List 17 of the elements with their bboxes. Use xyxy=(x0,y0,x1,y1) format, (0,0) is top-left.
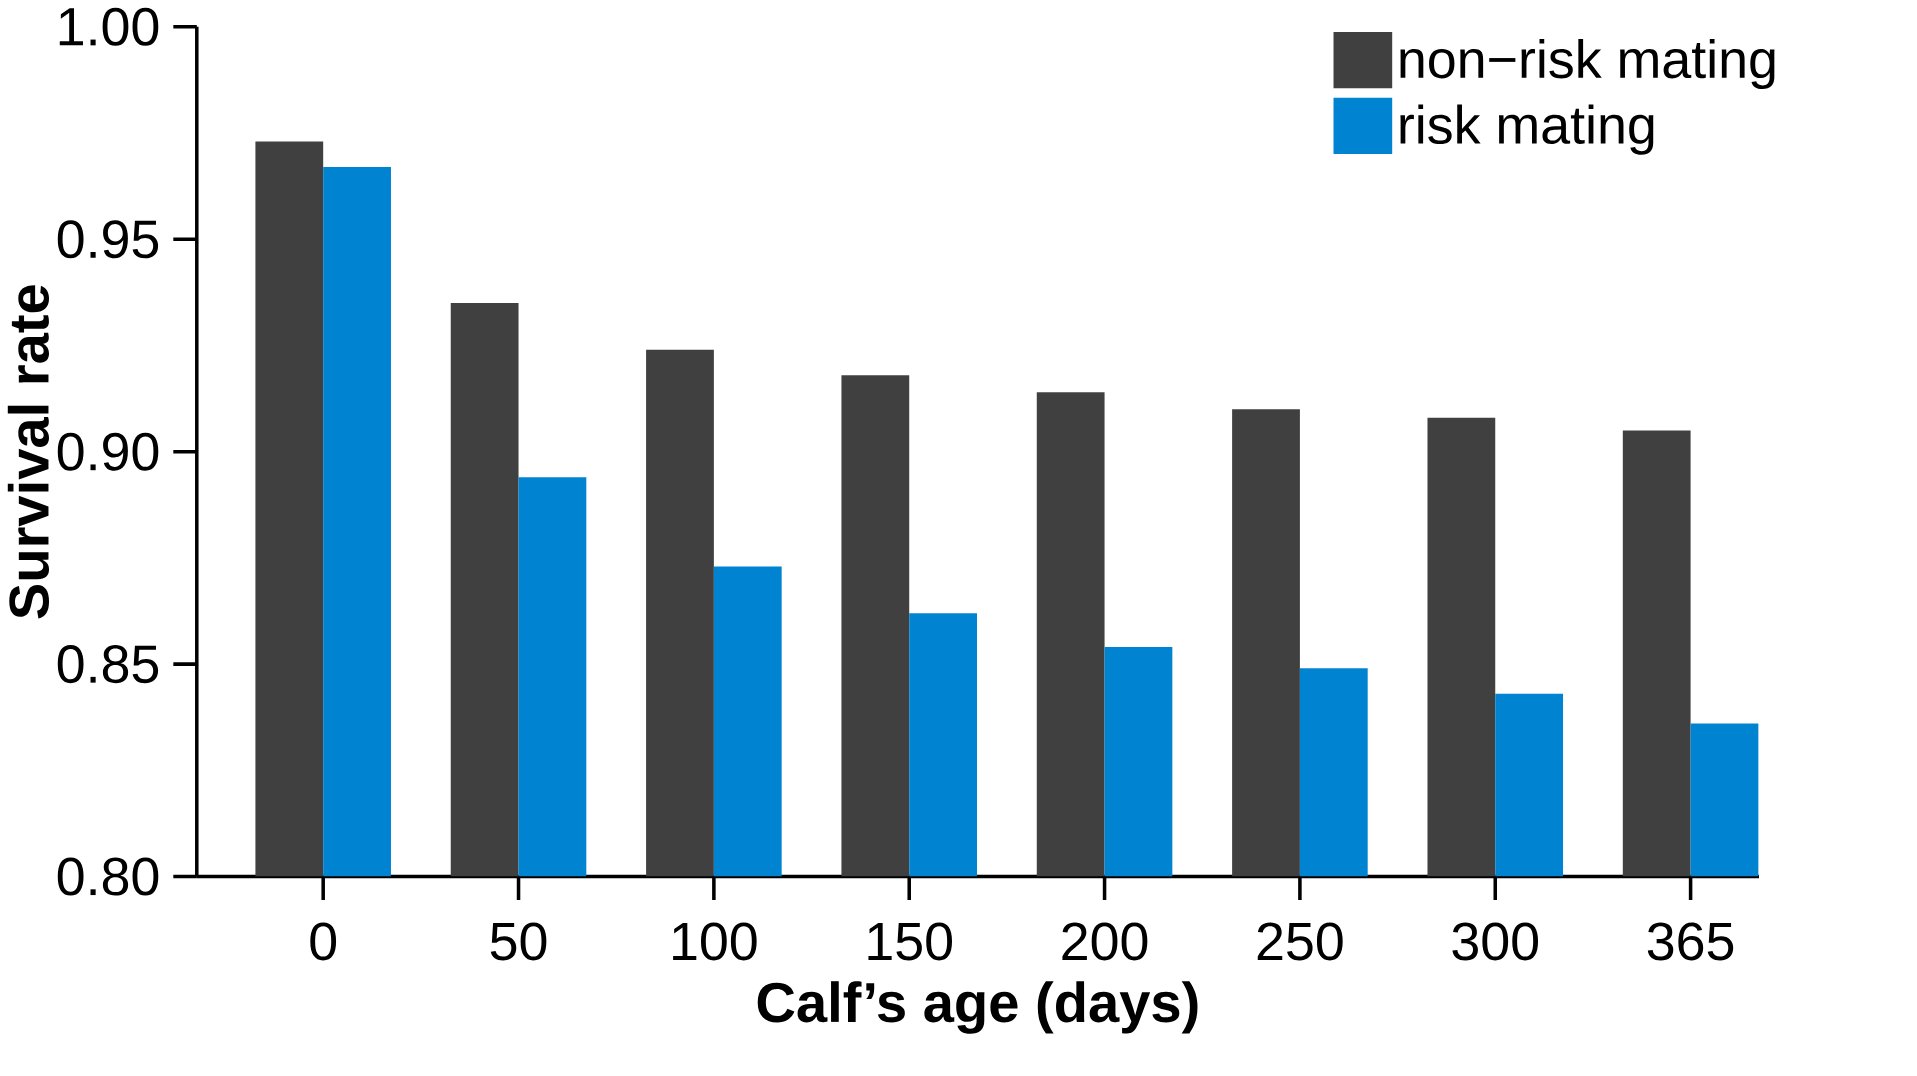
x-tick-label: 200 xyxy=(1062,922,1148,961)
legend-label: risk mating xyxy=(1400,104,1654,155)
y-tick-label: 0.90 xyxy=(57,432,159,471)
x-tick-label: 365 xyxy=(1647,922,1734,961)
x-tick-label: 0 xyxy=(310,922,337,961)
y-tick-label: 0.95 xyxy=(57,220,159,259)
y-tick-label: 0.85 xyxy=(57,645,159,684)
x-tick-label: 150 xyxy=(868,922,952,961)
legend-label: non−risk mating xyxy=(1400,38,1775,89)
y-tick-label: 0.80 xyxy=(57,857,159,896)
x-tick-label: 300 xyxy=(1452,922,1539,961)
x-tick-label: 250 xyxy=(1257,922,1343,961)
y-tick-label: 1.00 xyxy=(59,7,159,46)
x-tick-label: 50 xyxy=(490,922,547,961)
x-axis-title: Calf’s age (days) xyxy=(757,981,1198,1034)
x-tick-label: 100 xyxy=(673,922,757,961)
y-axis-title: Survival rate xyxy=(7,285,50,619)
